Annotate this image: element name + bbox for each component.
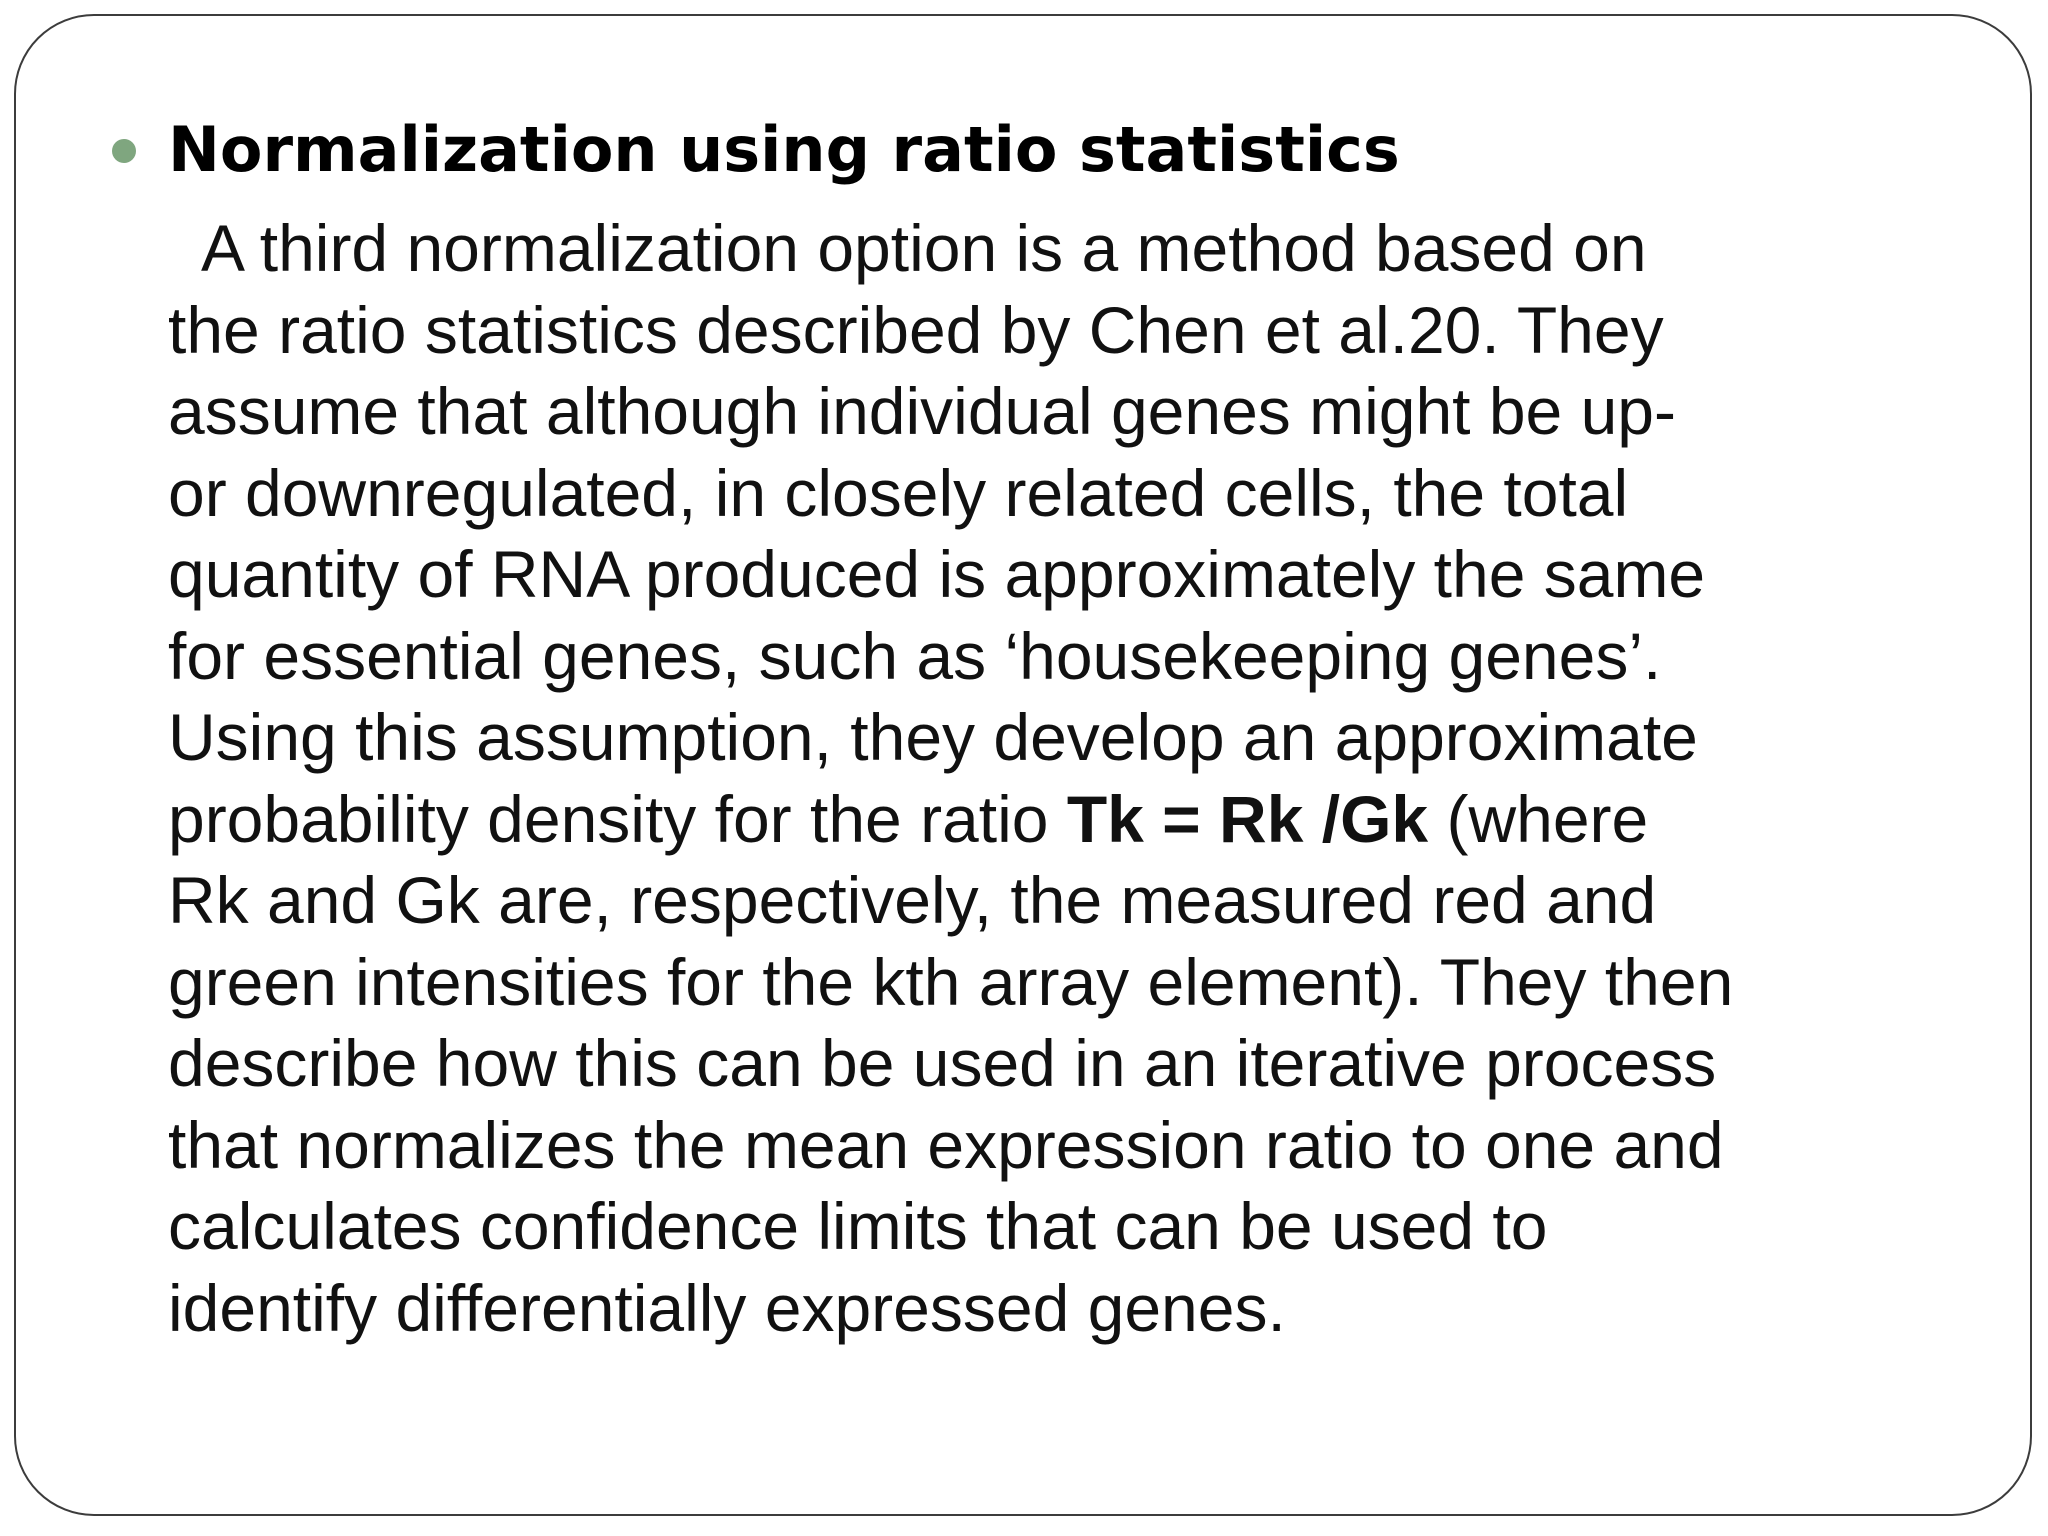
bullet-dot-icon [112,139,136,163]
paragraph-line: or downregulated, in closely related cel… [168,455,1629,530]
paragraph-line: identify differentially expressed genes. [168,1270,1286,1345]
slide-heading: Normalization using ratio statistics [168,113,1400,186]
paragraph-line: the ratio statistics described by Chen e… [168,292,1664,367]
paragraph-line: assume that although individual genes mi… [168,374,1676,448]
paragraph-line: that normalizes the mean expression rati… [168,1107,1724,1182]
slide-paragraph: A third normalization option is a method… [168,208,1733,1349]
ratio-formula: Tk = Rk /Gk [1066,781,1429,856]
formula-suffix: (where [1428,781,1649,856]
formula-prefix: probability density for the ratio [168,781,1067,856]
paragraph-line: Rk and Gk are, respectively, the measure… [168,863,1657,937]
paragraph-line: describe how this can be used in an iter… [168,1026,1717,1100]
paragraph-line: Using this assumption, they develop an a… [168,700,1698,774]
slide-frame: Normalization using ratio statistics A t… [14,14,2032,1516]
paragraph-line: quantity of RNA produced is approximatel… [168,537,1706,611]
paragraph-line-with-formula: probability density for the ratio Tk = R… [168,779,1733,861]
paragraph-line: for essential genes, such as ‘housekeepi… [168,618,1662,693]
paragraph-line: calculates confidence limits that can be… [168,1189,1548,1263]
paragraph-line: green intensities for the kth array elem… [168,944,1734,1019]
paragraph-line: A third normalization option is a method… [168,211,1647,285]
